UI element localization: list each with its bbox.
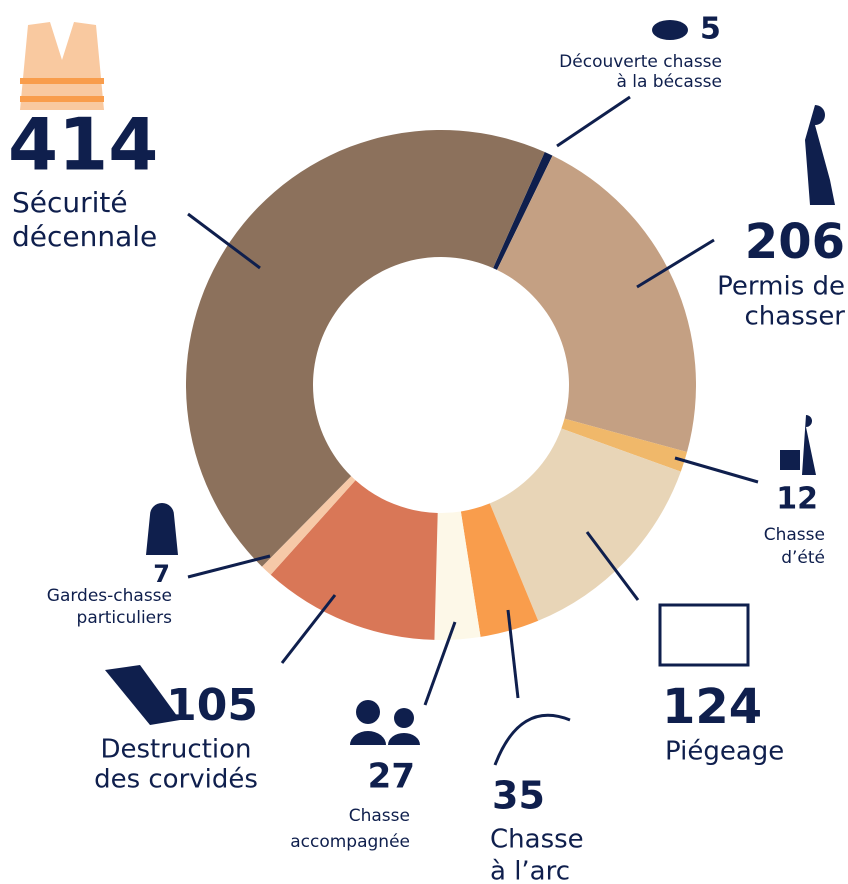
category-label: décennale	[12, 220, 157, 253]
donut-slice	[496, 155, 696, 453]
leader-line	[423, 621, 457, 706]
donut-slice	[493, 152, 553, 270]
crow-icon	[105, 665, 180, 725]
donut-slice	[185, 129, 545, 567]
value-label: 414	[8, 103, 158, 187]
value-label: 7	[153, 560, 170, 588]
trap-icon	[658, 603, 750, 667]
donut-slice	[561, 418, 688, 472]
person-icon	[350, 731, 386, 745]
donut-slice	[434, 511, 481, 641]
vest-stripe	[20, 78, 104, 84]
leader-line	[506, 609, 520, 699]
leader-line	[280, 594, 337, 664]
value-label: 206	[745, 214, 845, 270]
value-label: 5	[700, 12, 721, 47]
category-label: à la bécasse	[616, 72, 722, 92]
value-label: 105	[166, 680, 258, 731]
category-label: chasser	[745, 302, 846, 332]
category-label: Découverte chasse	[559, 52, 722, 72]
category-label: Destruction	[100, 735, 251, 765]
donut-slice	[489, 428, 681, 621]
dog-icon	[780, 415, 816, 475]
leader-line	[187, 554, 271, 579]
category-label: des corvidés	[94, 765, 258, 795]
person-icon	[394, 708, 414, 728]
value-label: 27	[368, 757, 415, 797]
icons	[20, 20, 835, 766]
leader-line	[556, 95, 631, 148]
category-label: Sécurité	[12, 186, 128, 219]
category-label: à l’arc	[490, 857, 570, 884]
leader-line	[674, 456, 759, 484]
leader-line	[585, 531, 640, 601]
value-label: 12	[776, 482, 818, 517]
category-label: accompagnée	[290, 832, 410, 852]
bird-icon	[652, 20, 688, 40]
hunter-icon	[805, 105, 835, 205]
bow-icon	[493, 713, 571, 766]
value-label: 124	[662, 679, 762, 735]
category-label: Permis de	[717, 272, 845, 302]
value-label: 35	[492, 774, 545, 818]
donut-slice	[270, 480, 438, 640]
category-label: Chasse	[349, 806, 410, 826]
category-label: Chasse	[764, 525, 825, 545]
category-label: Chasse	[490, 825, 584, 855]
category-label: particuliers	[77, 608, 173, 628]
person-icon	[356, 700, 380, 724]
donut	[185, 129, 696, 641]
donut-slice	[261, 476, 356, 575]
vest-stripe	[20, 96, 104, 102]
leader-line	[636, 238, 715, 289]
leader-line	[187, 212, 261, 270]
leader-lines	[187, 95, 759, 706]
category-label: Piégeage	[665, 737, 784, 767]
vest-icon	[20, 22, 104, 110]
donut-slice	[460, 503, 539, 637]
category-label: Gardes-chasse	[47, 586, 172, 606]
category-label: d’été	[781, 548, 825, 568]
person-icon	[388, 733, 420, 745]
guard-icon	[146, 503, 178, 555]
